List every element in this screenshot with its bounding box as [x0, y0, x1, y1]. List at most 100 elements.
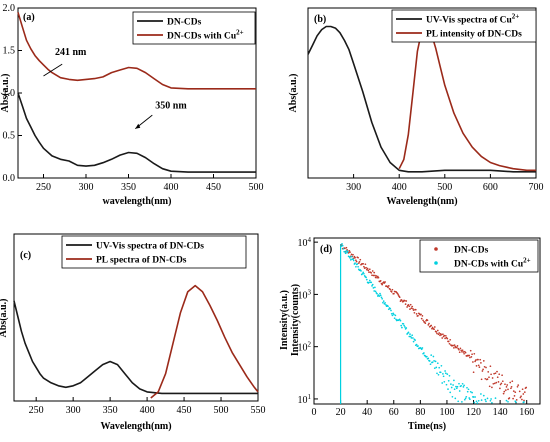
data-point	[350, 255, 353, 258]
data-point	[444, 337, 446, 340]
data-point	[381, 297, 384, 300]
data-point	[511, 380, 514, 383]
data-point	[384, 302, 386, 304]
x-tick-label: 600	[483, 182, 498, 193]
data-point	[411, 305, 414, 308]
x-tick-label: 160	[519, 407, 534, 418]
data-point	[345, 250, 348, 252]
data-point	[512, 390, 515, 392]
data-point	[374, 290, 377, 293]
data-point	[461, 349, 464, 352]
legend-label: DN-CDs	[167, 18, 202, 28]
data-point	[448, 374, 451, 377]
data-point	[354, 256, 356, 259]
data-point	[348, 249, 351, 252]
data-point	[480, 393, 482, 395]
data-point	[393, 317, 396, 320]
legend-label: PL intensity of DN-CDs	[426, 30, 522, 40]
data-point	[472, 371, 475, 374]
data-point	[376, 292, 378, 295]
y-tick-label: 104	[298, 236, 312, 249]
series-line-1	[398, 25, 536, 172]
data-point	[470, 356, 473, 358]
data-point	[499, 387, 501, 390]
legend-label: UV-Vis spectra of Cu2+	[426, 13, 519, 26]
data-point	[494, 397, 497, 399]
data-point	[520, 395, 522, 398]
data-point	[372, 287, 375, 289]
data-point	[447, 388, 449, 390]
data-point	[357, 262, 360, 264]
data-point	[462, 386, 465, 388]
data-point	[493, 382, 496, 385]
data-point	[368, 281, 370, 284]
data-point	[421, 347, 424, 349]
data-point	[426, 319, 429, 322]
x-tick-label: 400	[392, 182, 407, 193]
data-point	[481, 370, 484, 372]
data-point	[341, 243, 343, 245]
data-point	[405, 300, 408, 302]
panel-d: 0 20 40 60 80 100 120 140 160 101 102 103 104 Time(ns…	[279, 236, 541, 432]
data-point	[507, 388, 509, 391]
data-point	[344, 252, 347, 255]
data-point	[349, 259, 352, 261]
x-axis-title: Wavelength(nm)	[100, 421, 171, 432]
data-point	[368, 268, 371, 271]
data-point	[414, 308, 417, 311]
data-point	[469, 356, 471, 359]
data-point	[389, 307, 392, 310]
arrow-head	[135, 123, 141, 129]
data-point	[440, 333, 443, 336]
data-point	[518, 390, 521, 393]
data-point	[502, 392, 505, 395]
data-point	[474, 396, 476, 398]
data-point	[389, 288, 392, 291]
data-point	[390, 312, 393, 315]
data-point	[359, 258, 362, 261]
data-point	[436, 362, 439, 365]
data-point	[401, 326, 403, 329]
data-point	[469, 398, 471, 401]
data-point	[443, 334, 446, 337]
data-point	[432, 355, 435, 358]
data-point	[404, 299, 406, 302]
data-point	[510, 385, 513, 388]
data-point	[401, 299, 403, 302]
data-point	[357, 256, 359, 259]
y-tick-label: 101	[298, 393, 312, 406]
data-point	[412, 337, 414, 339]
data-point	[480, 378, 483, 381]
data-point	[379, 279, 382, 282]
data-point	[439, 334, 441, 337]
data-point	[486, 397, 489, 400]
data-point	[480, 362, 482, 364]
panel-label: (b)	[314, 14, 326, 25]
x-tick-label: 100	[439, 407, 454, 418]
data-point	[384, 281, 386, 283]
data-point	[349, 251, 351, 253]
data-point	[399, 319, 402, 322]
panel-b: 300 400 500 600 700 Wavelength(nm) Abs(a.u.) (b…	[288, 7, 544, 207]
data-point	[482, 368, 484, 371]
x-tick-label: 40	[362, 407, 372, 418]
annotation-label: 241 nm	[55, 47, 87, 58]
data-point	[352, 258, 354, 260]
data-point	[433, 328, 435, 331]
x-tick-label: 400	[164, 182, 179, 193]
data-point	[341, 244, 344, 247]
data-point	[433, 326, 436, 328]
data-point	[394, 314, 397, 317]
data-point	[446, 373, 449, 375]
data-point	[402, 322, 405, 325]
panel-a: 250 300 350 400 450 500 0.0 0.5 1.0 1.5 2.0 wavelen…	[0, 3, 264, 207]
data-point	[441, 382, 444, 384]
data-point	[423, 352, 425, 354]
panel-label: (d)	[320, 244, 332, 255]
legend-label: DN-CDs	[454, 246, 489, 256]
data-point	[347, 252, 350, 254]
data-point	[453, 344, 456, 346]
data-point	[450, 383, 452, 385]
data-point	[429, 363, 432, 366]
